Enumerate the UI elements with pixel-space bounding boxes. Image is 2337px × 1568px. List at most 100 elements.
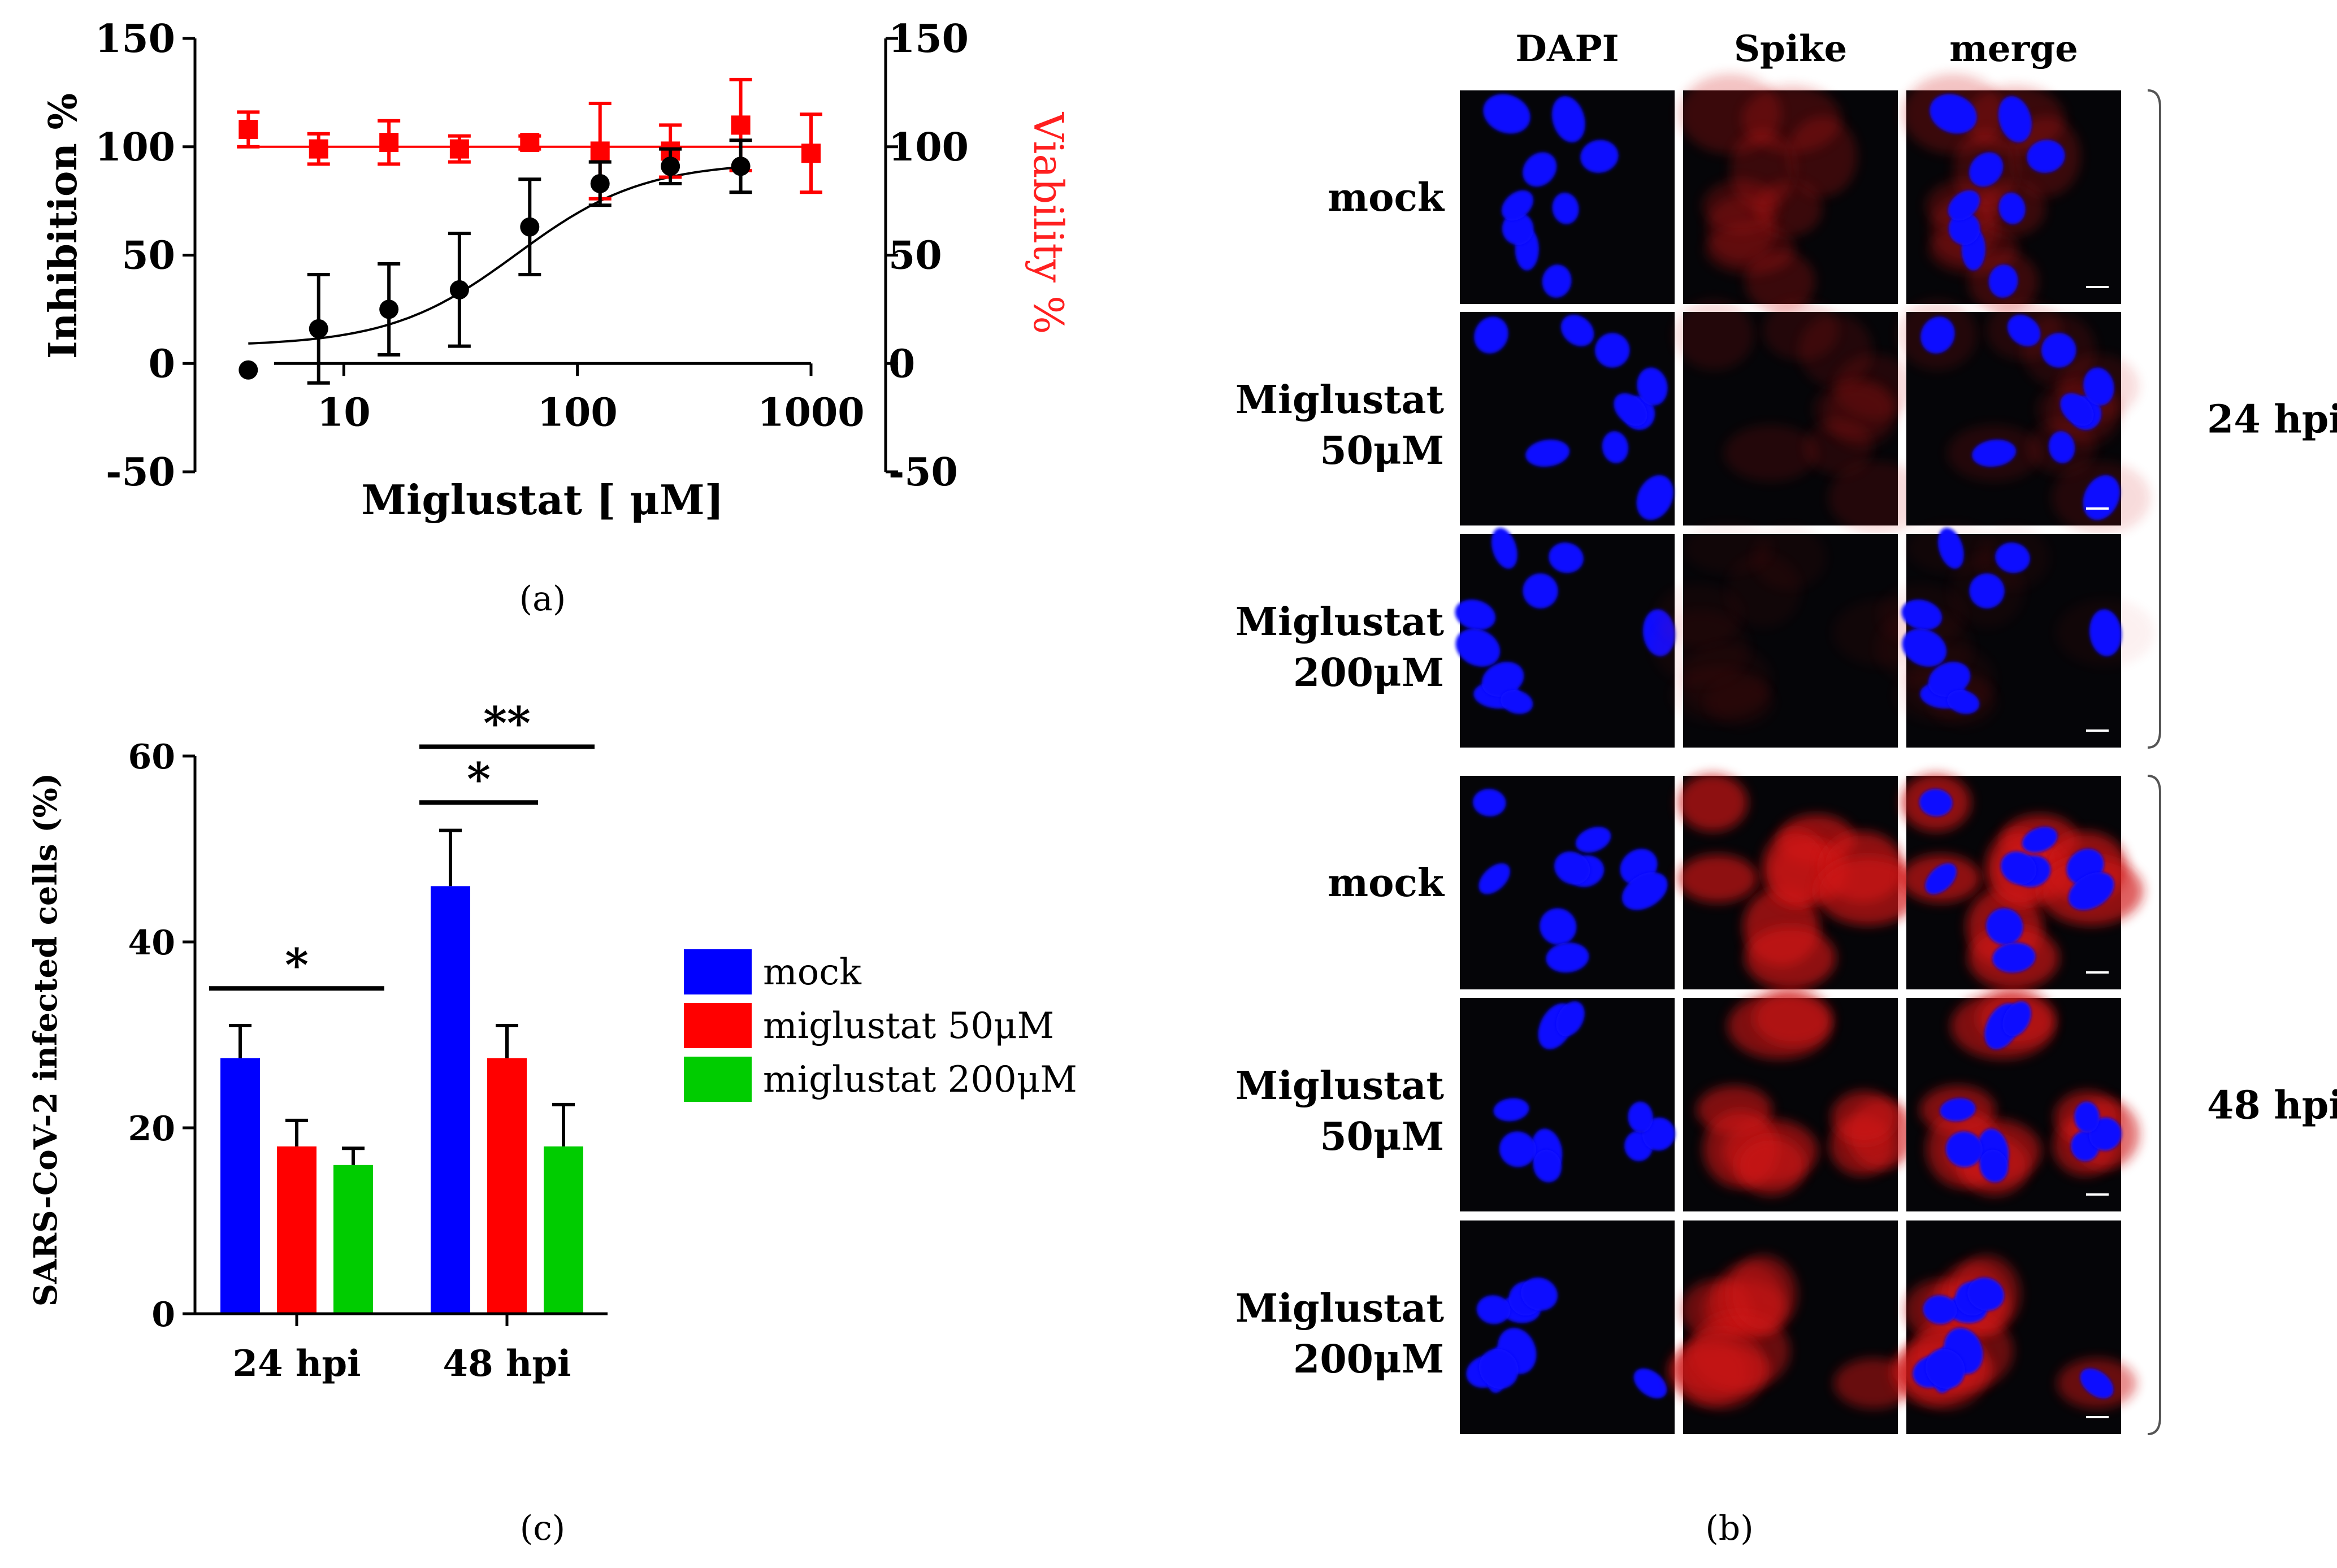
- significance-label: **: [483, 697, 531, 750]
- x-tick-label: 1000: [757, 390, 864, 435]
- nucleus: [1554, 851, 1590, 885]
- c-y-tick-label: 40: [128, 923, 176, 963]
- micrograph-merge: [1875, 523, 2155, 748]
- row-label: Miglustat: [1235, 1286, 1445, 1331]
- micrograph-merge: [1891, 1220, 2137, 1434]
- nucleus: [2083, 367, 2114, 406]
- nucleus: [1969, 152, 2004, 187]
- panel-a-left-axis: -50 0 50 100 150: [95, 16, 197, 495]
- legend-label: miglustat 200μM: [763, 1059, 1077, 1101]
- nucleus: [1998, 96, 2032, 142]
- nucleus: [1501, 690, 1533, 714]
- c-y-tick-label: 20: [128, 1109, 176, 1149]
- micrograph-spike: [1683, 992, 1917, 1211]
- significance-label: *: [467, 752, 491, 805]
- spike-signal: [1684, 523, 1772, 574]
- row-label: mock: [1328, 175, 1445, 220]
- left-y-tick-label: 100: [95, 125, 175, 170]
- nucleus: [1992, 942, 2036, 973]
- micrograph-background: [1460, 1220, 1675, 1434]
- micrograph-merge: [1906, 992, 2140, 1211]
- micrograph-dapi: [1460, 90, 1675, 304]
- nucleus: [1925, 863, 1957, 894]
- row-label: 200μM: [1293, 650, 1444, 696]
- legend-swatch: [684, 1057, 752, 1102]
- panel-b-group-brackets: 24 hpi 48 hpi: [2147, 89, 2337, 1435]
- nucleus: [1969, 573, 2005, 609]
- spike-signal: [1831, 1091, 1897, 1144]
- nucleus: [1552, 192, 1579, 224]
- nucleus: [1483, 94, 1530, 134]
- group-bracket: [2147, 775, 2161, 1435]
- nucleus: [1560, 315, 1594, 346]
- inhibition-point: [239, 360, 258, 380]
- inhibition-point: [590, 173, 610, 193]
- nucleus: [1947, 690, 1980, 714]
- bar-miglustat-200-m: [544, 1146, 583, 1314]
- nucleus: [1995, 542, 2030, 574]
- viability-point: [239, 120, 258, 140]
- nucleus: [1551, 96, 1585, 142]
- right-y-tick-label: -50: [888, 450, 958, 495]
- panel-a-ylabel: Inhibition %: [41, 93, 86, 359]
- nucleus: [1501, 190, 1534, 221]
- spike-signal: [1679, 1329, 1766, 1409]
- row-label: Miglustat: [1235, 1063, 1445, 1109]
- nucleus: [1523, 573, 1558, 609]
- nucleus: [1523, 152, 1557, 187]
- nucleus: [1930, 94, 1977, 134]
- nucleus: [2007, 315, 2041, 346]
- spike-signal: [1705, 677, 1775, 727]
- group-label: 24 hpi: [2207, 397, 2337, 442]
- nucleus: [1478, 1349, 1519, 1389]
- viability-point: [520, 133, 540, 153]
- panel-b-column-headers: DAPI Spike merge: [1515, 28, 2078, 70]
- nucleus: [1575, 827, 1611, 853]
- panel-a-caption: (a): [519, 579, 566, 619]
- nucleus: [2048, 431, 2075, 463]
- c-x-tick-label: 48 hpi: [443, 1343, 571, 1385]
- panel-b-micrographs: [1455, 73, 2155, 1434]
- row-label: 50μM: [1320, 428, 1444, 474]
- row-label: mock: [1328, 861, 1445, 906]
- spike-signal: [1745, 251, 1815, 312]
- inhibition-point: [379, 299, 399, 319]
- panel-a-x-axis: 10 100 1000: [274, 362, 865, 435]
- nucleus: [1925, 1349, 1965, 1389]
- nucleus: [1556, 1001, 1585, 1037]
- panel-c-significance: ****: [209, 697, 595, 991]
- micrograph-merge: [1901, 774, 2143, 989]
- micrograph-spike: [1674, 299, 1927, 534]
- micrograph-spike: [1679, 73, 1898, 312]
- panel-a-xlabel: Miglustat [ μM]: [361, 476, 723, 524]
- legend-label: miglustat 50μM: [763, 1005, 1054, 1047]
- spike-signal: [1763, 301, 1839, 360]
- spike-signal: [1726, 554, 1801, 628]
- nucleus: [1986, 908, 2023, 945]
- nucleus: [2080, 1368, 2114, 1398]
- panel-a-markers: [237, 77, 822, 385]
- nucleus: [1967, 1277, 2005, 1311]
- micrograph-merge: [1902, 73, 2121, 312]
- panel-b: DAPI Spike merge mock Miglustat 50μM Miglusta…: [1235, 28, 2337, 1548]
- viability-point: [801, 144, 821, 163]
- nucleus: [2074, 1101, 2100, 1133]
- nucleus: [1614, 393, 1647, 426]
- spike-signal: [1652, 610, 1750, 685]
- left-y-tick-label: 50: [122, 233, 175, 279]
- left-y-tick-label: 150: [95, 16, 175, 62]
- column-header-merge: merge: [1949, 28, 2078, 70]
- row-label: 200μM: [1293, 1337, 1444, 1382]
- nucleus: [1594, 333, 1630, 368]
- nucleus: [1540, 908, 1577, 945]
- spike-signal: [1728, 1255, 1798, 1334]
- bar-miglustat-200-m: [333, 1165, 373, 1314]
- panel-a-ylabel-right: Viability %: [1025, 112, 1072, 335]
- viability-point: [309, 139, 328, 159]
- nucleus: [1478, 863, 1510, 894]
- inhibition-point: [520, 217, 540, 237]
- left-y-tick-label: -50: [106, 450, 175, 495]
- micrograph-spike: [1668, 1220, 1914, 1434]
- inhibition-point: [731, 157, 751, 176]
